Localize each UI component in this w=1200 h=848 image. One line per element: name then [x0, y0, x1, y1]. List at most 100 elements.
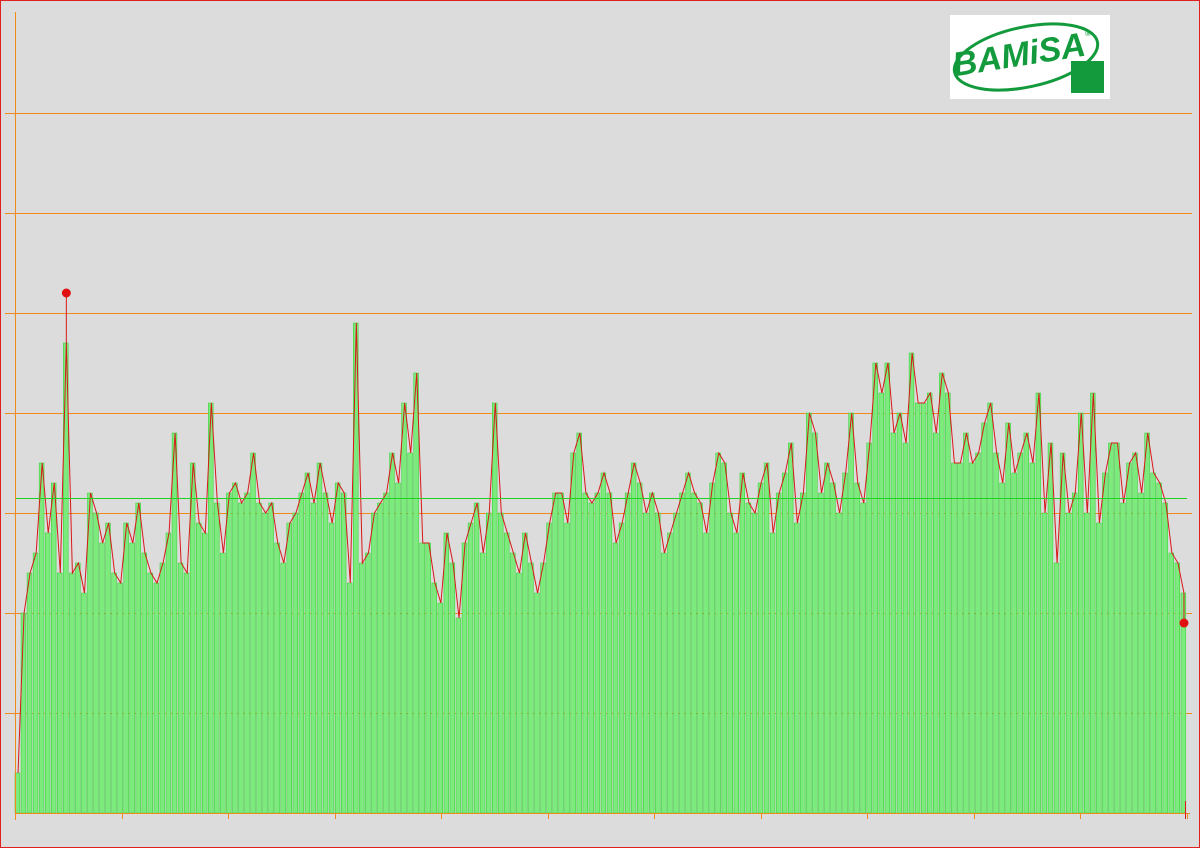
bar — [129, 542, 135, 814]
bar — [498, 512, 504, 814]
bar — [153, 582, 160, 814]
bar — [552, 492, 558, 814]
bar — [975, 452, 981, 814]
bar — [594, 492, 601, 814]
bar — [981, 422, 987, 814]
bar — [437, 602, 443, 814]
bar — [673, 512, 679, 814]
bar — [709, 482, 715, 814]
bar — [81, 592, 87, 814]
bar — [926, 392, 933, 814]
bar — [1102, 472, 1108, 814]
bar — [1078, 412, 1084, 814]
bar — [32, 552, 39, 814]
bar — [679, 492, 685, 814]
bar — [304, 472, 311, 814]
bar — [1065, 512, 1072, 814]
bamisa-logo-icon — [952, 22, 1104, 93]
bar — [340, 492, 347, 814]
bar — [1084, 512, 1090, 814]
bar — [1144, 432, 1150, 814]
bar — [1005, 422, 1011, 814]
bar — [232, 482, 238, 814]
bar — [830, 482, 836, 814]
bar — [516, 572, 522, 814]
bar — [171, 432, 178, 814]
bar — [939, 372, 945, 814]
bar — [383, 492, 389, 814]
bar — [75, 562, 81, 814]
series-line-path — [17, 322, 1185, 774]
bar — [449, 562, 456, 814]
bar — [159, 562, 166, 814]
bar — [649, 492, 655, 814]
bar — [461, 542, 468, 814]
bar — [800, 492, 806, 814]
bar — [1059, 452, 1066, 814]
bar — [528, 562, 534, 814]
bar — [842, 472, 848, 814]
bar — [455, 617, 462, 814]
bar — [1011, 472, 1017, 814]
bar — [123, 522, 129, 814]
bar — [1120, 502, 1126, 814]
bar — [721, 462, 727, 814]
bar — [177, 562, 184, 814]
bar — [872, 362, 878, 814]
bar — [1150, 472, 1156, 814]
bar — [135, 502, 141, 814]
bar — [473, 502, 480, 814]
bar — [1023, 432, 1029, 814]
bar — [860, 502, 866, 814]
bar — [618, 522, 625, 814]
bar — [794, 522, 800, 814]
bar — [715, 452, 721, 814]
bar — [739, 472, 746, 814]
bar — [1162, 502, 1168, 814]
bar — [661, 552, 667, 814]
bar — [467, 522, 474, 814]
bar — [987, 402, 993, 814]
bar — [854, 482, 860, 814]
bar — [1090, 392, 1096, 814]
bar — [582, 492, 588, 814]
bar — [365, 552, 371, 814]
bar — [99, 542, 105, 814]
bar — [630, 462, 637, 814]
bar — [951, 462, 957, 814]
bar — [600, 472, 607, 814]
logo-square — [1071, 61, 1104, 93]
bar — [504, 532, 510, 814]
bar — [26, 572, 33, 814]
bar — [262, 512, 268, 814]
bar — [443, 532, 450, 814]
bar — [745, 502, 752, 814]
bar — [624, 492, 631, 814]
bar — [534, 592, 540, 814]
bar — [685, 472, 691, 814]
series-line — [17, 322, 1185, 774]
bar — [328, 522, 335, 814]
bar — [51, 482, 57, 814]
bar — [890, 432, 897, 814]
bar — [546, 522, 552, 814]
bar — [588, 502, 595, 814]
bar — [310, 502, 317, 814]
bar — [238, 502, 244, 814]
bar — [87, 492, 93, 814]
bar — [298, 492, 305, 814]
bar — [69, 572, 75, 814]
bar — [637, 482, 643, 814]
axes — [15, 12, 1190, 820]
bar — [208, 402, 214, 814]
bar — [908, 352, 915, 814]
bar — [558, 492, 564, 814]
bar — [105, 522, 111, 814]
bar — [485, 512, 492, 814]
bar — [1017, 452, 1023, 814]
bar — [920, 402, 927, 814]
bar — [884, 362, 891, 814]
bar — [612, 542, 619, 814]
bar — [377, 502, 383, 814]
